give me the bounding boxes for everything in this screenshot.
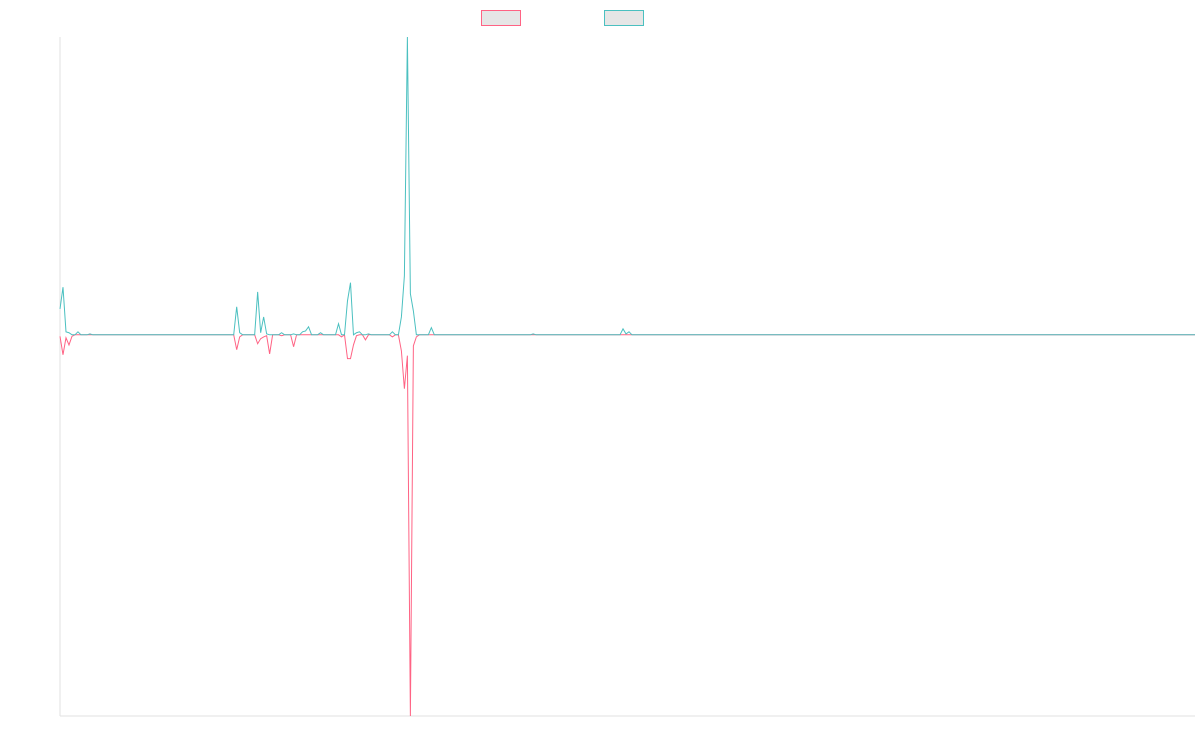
legend-swatch (604, 10, 644, 26)
series-line (59, 36, 1195, 336)
legend-swatch (481, 10, 521, 26)
series-line (59, 333, 1195, 717)
